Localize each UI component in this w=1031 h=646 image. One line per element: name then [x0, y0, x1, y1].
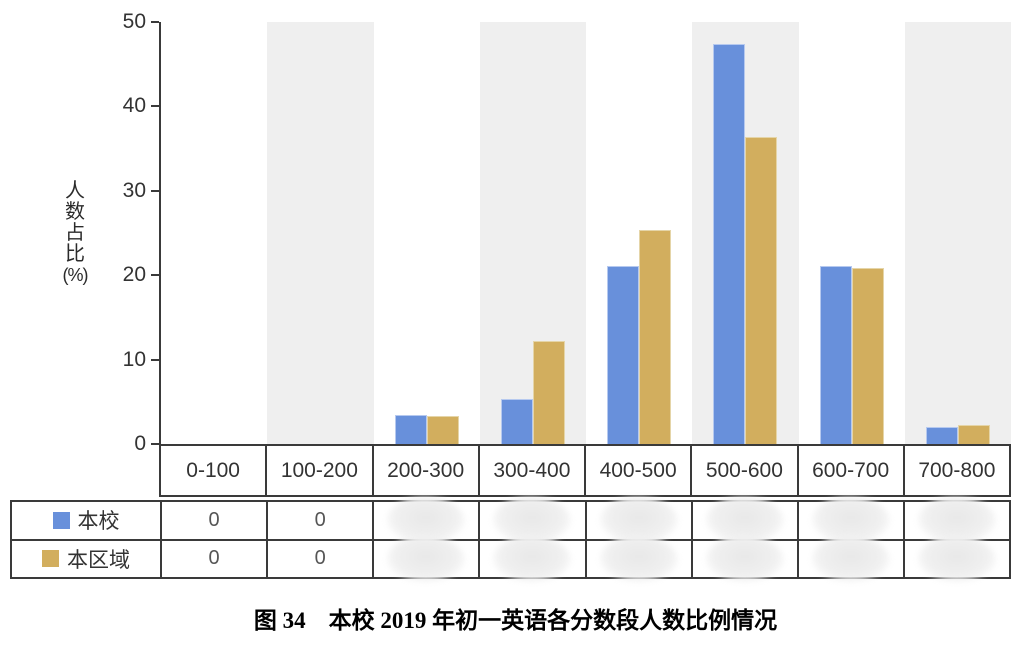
x-category-label: 100-200 [265, 446, 371, 495]
y-tick-mark [151, 443, 159, 445]
value-cell [796, 535, 903, 582]
redacted-value-blob [493, 535, 572, 582]
redacted-value-blob [811, 497, 890, 544]
y-axis-title: 人数占比 (%) [62, 180, 89, 286]
bar [851, 267, 884, 444]
y-tick-mark [151, 189, 159, 192]
legend-label: 本区域 [67, 548, 130, 572]
x-axis-header: 0-100 100-200 200-300 300-400 400-500 500-600… [159, 444, 1011, 497]
plot-column [374, 22, 480, 444]
legend-data-table: 本校 0 0 本区域 0 0 [10, 497, 1011, 582]
bar [500, 399, 533, 444]
bar [532, 341, 565, 444]
x-category-label: 500-600 [690, 446, 796, 495]
plot-column [692, 22, 799, 444]
legend-swatch [42, 550, 59, 568]
bar [394, 415, 427, 444]
value-cell [690, 535, 797, 582]
table-row: 本区域 0 0 [12, 535, 1009, 582]
y-axis: 0 10 20 30 40 50 [0, 10, 159, 455]
redacted-value-blob [917, 535, 996, 582]
y-tick-label: 20 [122, 263, 146, 287]
y-tick-label: 0 [134, 432, 146, 455]
y-tick-label: 30 [122, 178, 146, 202]
value-cell: 0 [266, 540, 372, 577]
plot-column [161, 22, 267, 444]
x-category-label: 0-100 [186, 458, 240, 482]
legend-cell: 本区域 [12, 541, 160, 578]
value-cell [902, 535, 1009, 582]
legend-label: 本校 [77, 510, 120, 534]
x-category-label: 600-700 [796, 446, 903, 495]
figure-caption: 图 34 本校 2019 年初一英语各分数段人数比例情况 [253, 608, 778, 633]
bar [607, 265, 640, 444]
redacted-value-blob [705, 535, 784, 582]
value-cell [902, 497, 1009, 544]
redacted-value-blob [387, 497, 466, 544]
bar [925, 427, 958, 444]
value-cell: 0 [160, 540, 266, 577]
legend-cell: 本校 [12, 502, 160, 539]
redacted-value-blob [917, 497, 996, 544]
redacted-value-blob [599, 535, 678, 582]
plot-column [586, 22, 692, 444]
y-tick-label: 10 [122, 347, 146, 371]
bar [639, 230, 672, 444]
value-cell [372, 535, 478, 582]
redacted-value-blob [387, 535, 466, 582]
value-cell [796, 497, 903, 544]
legend-swatch [52, 511, 70, 529]
value-cell: 0 [160, 502, 266, 539]
plot-column [904, 22, 1011, 444]
plot-column [799, 22, 905, 444]
y-tick-mark [151, 21, 159, 23]
redacted-value-blob [811, 535, 890, 582]
x-category-label: 400-500 [584, 446, 690, 495]
value-cell: 0 [266, 502, 372, 539]
value-cell [478, 535, 584, 582]
y-tick-mark [151, 105, 159, 108]
bar [713, 43, 746, 444]
x-category-label: 700-800 [902, 446, 1009, 495]
value-cell [690, 497, 797, 544]
chart-plot-area [159, 22, 1011, 444]
value-cell [584, 497, 691, 544]
value-cell [478, 497, 584, 544]
x-category-label: 300-400 [477, 446, 584, 495]
value-cell [372, 497, 478, 544]
table-row: 本校 0 0 [12, 497, 1009, 544]
value-cell [584, 535, 691, 582]
y-tick-label: 50 [122, 10, 146, 33]
bar [426, 416, 459, 444]
y-tick-mark [151, 358, 159, 361]
y-tick-label: 40 [122, 94, 146, 118]
bar [957, 425, 990, 444]
redacted-value-blob [493, 497, 572, 544]
x-category-label: 200-300 [371, 446, 478, 495]
y-tick-mark [151, 274, 159, 277]
plot-column [267, 22, 374, 444]
redacted-value-blob [599, 497, 678, 544]
bar [745, 136, 778, 444]
bar [819, 265, 852, 444]
redacted-value-blob [705, 497, 784, 544]
plot-column [479, 22, 586, 444]
